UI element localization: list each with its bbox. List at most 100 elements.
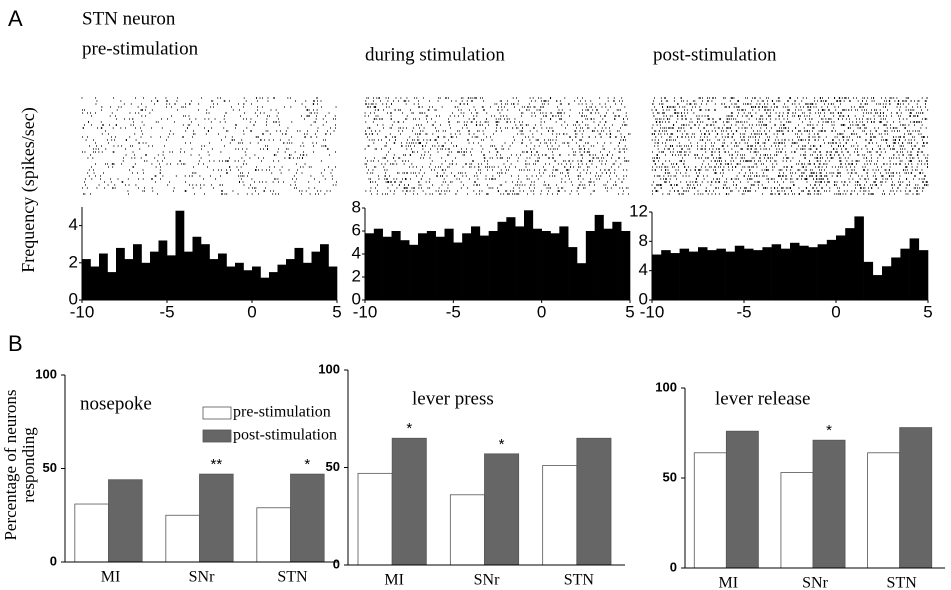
histogram-bar xyxy=(762,247,772,300)
histogram-bar xyxy=(462,233,472,300)
histogram-bar xyxy=(260,277,270,300)
histogram-bar xyxy=(515,226,525,300)
histogram-bar xyxy=(670,253,680,300)
x-tick-label: STN xyxy=(564,572,595,589)
bar xyxy=(199,473,234,563)
x-tick-label: -5 xyxy=(159,302,174,321)
histogram-bar xyxy=(192,236,202,300)
histogram-bar xyxy=(269,272,278,300)
y-tick-label: 50 xyxy=(663,469,677,484)
histogram-bar xyxy=(891,257,901,300)
histogram-bar xyxy=(226,266,236,300)
histogram-bar xyxy=(661,250,671,300)
histogram-bar xyxy=(836,235,846,300)
histogram-bar xyxy=(854,216,864,300)
y-tick-label: 4 xyxy=(69,215,78,234)
histogram-bar xyxy=(201,244,210,300)
histogram-bar xyxy=(365,233,375,300)
histogram-bar xyxy=(453,242,463,300)
histogram-bar xyxy=(158,240,168,300)
histogram-bar xyxy=(872,275,883,300)
histogram-bar xyxy=(524,210,534,300)
bar xyxy=(391,437,427,566)
histogram-bar xyxy=(311,251,321,300)
chart-title: nosepoke xyxy=(80,393,152,414)
histogram-bar xyxy=(286,259,295,300)
x-tick-label: -10 xyxy=(640,302,665,321)
histogram-bar xyxy=(753,250,763,300)
y-axis-label: Frequency (spikes/sec) xyxy=(18,107,39,272)
histogram-bar xyxy=(328,266,338,300)
y-tick-label: 2 xyxy=(69,252,78,271)
significance-label: * xyxy=(304,456,310,473)
raster xyxy=(651,97,929,195)
histogram-bar xyxy=(688,251,699,300)
histogram-bar xyxy=(303,262,312,300)
legend-label: pre-stimulation xyxy=(233,404,331,421)
x-tick-label: STN xyxy=(277,569,308,586)
histogram-bar xyxy=(568,247,578,300)
x-tick-label: -5 xyxy=(736,302,751,321)
histogram-bar xyxy=(373,228,383,300)
bar xyxy=(484,453,520,566)
bar xyxy=(725,430,759,569)
histogram-bar xyxy=(541,231,551,300)
histogram-bar xyxy=(863,261,874,300)
histogram-bar xyxy=(780,248,791,300)
y-tick-label: 100 xyxy=(35,366,57,381)
histogram-bar xyxy=(679,248,690,300)
significance-label: * xyxy=(406,420,412,437)
bar xyxy=(108,479,143,563)
bar xyxy=(576,437,612,566)
histogram-bar xyxy=(900,248,910,300)
histogram-bar xyxy=(826,239,837,300)
significance-label: * xyxy=(499,436,505,453)
y-tick-label: 0 xyxy=(69,289,78,308)
significance-label: * xyxy=(826,422,832,439)
chart-title: pre-stimulation xyxy=(82,38,199,59)
histogram-bar xyxy=(559,226,569,300)
bar xyxy=(693,452,727,569)
histogram-bar xyxy=(652,254,662,300)
x-tick-label: -10 xyxy=(70,302,95,321)
histogram-bar xyxy=(218,253,227,300)
histogram-bar xyxy=(277,264,287,300)
chart-title: during stimulation xyxy=(365,44,505,65)
histogram-bar xyxy=(532,228,542,300)
legend-swatch xyxy=(202,406,232,420)
y-tick-label: 12 xyxy=(629,201,648,220)
histogram-bar xyxy=(99,253,108,300)
histogram-bar xyxy=(133,244,142,300)
histogram-bar xyxy=(471,226,481,300)
histogram-bar xyxy=(550,233,560,300)
y-tick-label: 0 xyxy=(50,553,57,568)
histogram-bar xyxy=(808,247,818,300)
bar xyxy=(357,472,393,566)
histogram-bar xyxy=(294,247,304,300)
histogram-bar xyxy=(124,259,134,300)
x-tick-label: -5 xyxy=(446,302,461,321)
histogram-bar xyxy=(184,251,193,300)
y-tick-label: 100 xyxy=(318,361,340,376)
histogram-bar xyxy=(734,245,745,300)
x-tick-label: MI xyxy=(384,572,404,589)
histogram-bar xyxy=(391,231,401,300)
histogram-bar xyxy=(418,233,428,300)
bar xyxy=(899,427,933,569)
y-axis-label: Percentage of neurons xyxy=(1,389,20,540)
y-tick-label: 4 xyxy=(639,260,648,279)
bar xyxy=(812,439,846,569)
x-tick-label: 5 xyxy=(625,302,634,321)
x-tick-label: 0 xyxy=(247,302,256,321)
bar xyxy=(542,465,578,566)
histogram-bar xyxy=(790,242,800,300)
x-tick-label: 5 xyxy=(923,302,932,321)
histogram-bar xyxy=(621,231,631,300)
histogram-bar xyxy=(594,214,604,300)
histogram-bar xyxy=(409,244,419,300)
histogram-bar xyxy=(243,270,253,300)
histogram-bar xyxy=(252,266,261,300)
y-tick-label: 2 xyxy=(352,266,361,285)
histogram-bar xyxy=(382,236,392,300)
